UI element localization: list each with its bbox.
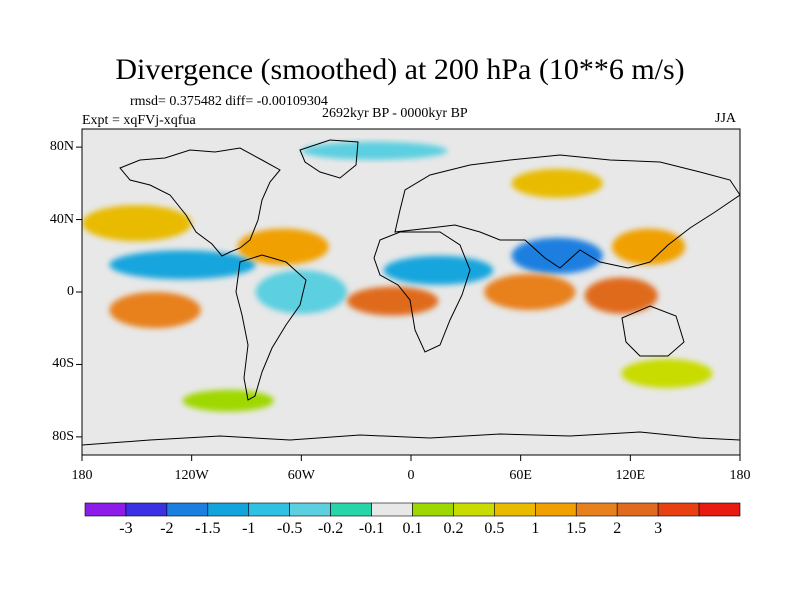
field-tropical-pacific-convergence-west: [109, 292, 201, 329]
field-north-pacific-yellow: [82, 205, 192, 242]
field-south-pacific-yellow: [621, 359, 713, 388]
colorbar-label: 0.5: [484, 520, 505, 537]
colorbar-swatch: [616, 502, 659, 517]
field-arctic-cyan: [301, 141, 448, 160]
coastline-eurasia: [394, 154, 740, 269]
field-tropical-pacific-divergence-band: [109, 250, 256, 280]
field-atlantic-convergence: [347, 286, 439, 316]
field-indian-ocean-orange: [484, 273, 576, 311]
colorbar-swatch: [535, 502, 577, 517]
colorbar-label: 3: [654, 520, 663, 537]
field-south-america-cyan: [255, 270, 348, 314]
season-text: JJA: [715, 111, 737, 126]
field-maritime-continent-orange: [584, 277, 658, 314]
coastline-africa: [373, 231, 471, 353]
colorbar-label: -0.1: [358, 520, 385, 537]
colorbar-label: -3: [119, 520, 133, 537]
coastline-greenland: [299, 139, 359, 179]
lon-tick-label: 120E: [615, 468, 646, 483]
colorbar-swatch: [494, 502, 536, 517]
coastlines: [82, 139, 740, 446]
field-siberia-yellow: [511, 168, 603, 198]
coastline-antarctica: [82, 431, 740, 446]
colorbar-swatch: [125, 502, 168, 517]
colorbar: [84, 502, 741, 517]
colorbar-swatch: [371, 502, 413, 517]
lat-tick-label: 40N: [49, 211, 74, 227]
coastline-australia: [621, 305, 685, 357]
colorbar-label: 1.5: [566, 520, 587, 537]
lon-tick-label: 60E: [509, 468, 532, 483]
colorbar-swatch: [207, 502, 250, 517]
field-caribbean-orange: [237, 228, 329, 265]
lon-tick-label: 180: [729, 468, 751, 483]
colorbar-label: 2: [613, 520, 622, 537]
plot-title: Divergence (smoothed) at 200 hPa (10**6 …: [115, 53, 685, 86]
lat-tick-label: 0: [67, 284, 74, 299]
colorbar-swatch: [289, 502, 331, 517]
coastline-south-america: [235, 254, 307, 401]
colorbar-label: 0.1: [402, 520, 423, 537]
field-east-asia-orange: [612, 228, 686, 265]
colorbar-swatch: [84, 502, 127, 517]
colorbar-swatch: [330, 502, 372, 517]
colorbar-label: 1: [531, 520, 540, 537]
colorbar-label: -2: [160, 520, 174, 537]
colorbar-label: -0.5: [277, 520, 303, 537]
period-text: 2692kyr BP - 0000kyr BP: [322, 106, 468, 121]
lat-tick-label: 80N: [49, 139, 74, 155]
lon-tick-label: 0: [407, 468, 415, 483]
colorbar-label: -1.5: [195, 520, 221, 537]
lon-tick-label: 60W: [287, 468, 315, 483]
experiment-text: Expt = xqFVj-xqfua: [82, 113, 196, 128]
field-india-blue: [511, 237, 603, 274]
field-africa-sahel-cyan: [383, 255, 494, 285]
rmsd-text: rmsd= 0.375482 diff= -0.00109304: [130, 94, 328, 109]
colorbar-label: 0.2: [443, 520, 464, 537]
lat-tick-label: 40S: [52, 356, 74, 372]
lon-tick-label: 120W: [174, 468, 209, 483]
lon-tick-label: 180: [71, 468, 93, 483]
lat-tick-label: 80S: [52, 428, 74, 444]
colorbar-swatch: [453, 502, 495, 517]
coastline-north-america: [119, 147, 281, 257]
colorbar-swatch: [166, 502, 209, 517]
field-southern-ocean-green: [182, 389, 274, 412]
divergence-field: [82, 141, 713, 412]
colorbar-swatch: [698, 502, 741, 517]
colorbar-label: -0.2: [317, 520, 344, 537]
axis-ticks: [76, 146, 741, 461]
colorbar-swatch: [657, 502, 700, 517]
colorbar-swatch: [412, 502, 454, 517]
colorbar-swatch: [575, 502, 618, 517]
colorbar-label: -1: [242, 520, 256, 537]
colorbar-swatch: [248, 502, 290, 517]
